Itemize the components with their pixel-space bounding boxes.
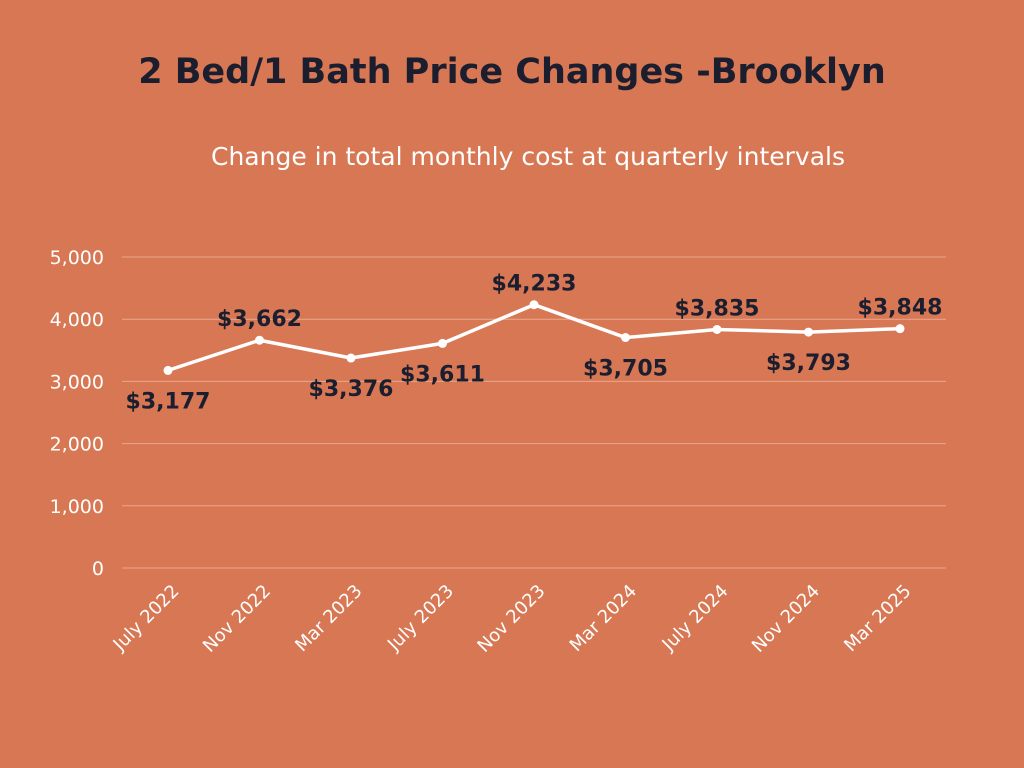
- x-tick-label: Nov 2022: [199, 581, 275, 657]
- data-labels: $3,177 $3,662 $3,376$3,611 $4,233 $3,705 $3,8…: [126, 272, 943, 415]
- y-tick-label: 4,000: [50, 309, 104, 331]
- chart-subtitle: Change in total monthly cost at quarterl…: [210, 142, 846, 171]
- x-tick-label: Mar 2023: [291, 581, 366, 656]
- x-tick-label: Nov 2023: [473, 581, 549, 657]
- x-tick-label: Mar 2024: [566, 581, 641, 656]
- data-label: $3,611: [400, 362, 485, 387]
- y-tick-label: 1,000: [50, 496, 104, 518]
- data-label: $3,835: [675, 296, 760, 321]
- data-label: $3,793: [766, 351, 851, 376]
- y-tick-label: 5,000: [50, 247, 104, 269]
- data-label: $3,705: [583, 357, 668, 382]
- data-label: $3,376: [309, 377, 394, 402]
- x-tick-label: Mar 2025: [840, 581, 915, 656]
- y-axis-ticks: 0 1,000 2,000 3,000 4,000 5,000: [50, 247, 104, 580]
- gridlines: [122, 256, 946, 569]
- data-point: [163, 365, 173, 375]
- data-label: $3,662: [217, 307, 302, 332]
- chart-title: 2 Bed/1 Bath Price Changes -Brooklyn: [138, 52, 886, 92]
- data-point: [621, 333, 630, 343]
- data-label: $3,848: [858, 296, 943, 321]
- data-point: [712, 324, 722, 334]
- data-point: [804, 327, 813, 337]
- data-label: $4,233: [492, 272, 577, 297]
- x-tick-label: July 2024: [658, 581, 733, 656]
- data-point: [529, 300, 539, 310]
- x-axis-ticks: July 2022 Nov 2022 Mar 2023 July 2023 Nov 20…: [109, 581, 916, 657]
- data-label: $3,177: [126, 389, 211, 414]
- y-tick-label: 0: [92, 558, 104, 580]
- x-tick-label: July 2023: [383, 581, 458, 656]
- data-point: [895, 324, 905, 334]
- x-tick-label: Nov 2024: [748, 581, 824, 657]
- data-point: [346, 353, 356, 363]
- x-tick-label: July 2022: [109, 581, 184, 656]
- data-point: [255, 335, 264, 345]
- y-tick-label: 2,000: [50, 434, 104, 456]
- data-points: [163, 300, 905, 375]
- y-tick-label: 3,000: [50, 371, 104, 393]
- data-point: [438, 338, 447, 348]
